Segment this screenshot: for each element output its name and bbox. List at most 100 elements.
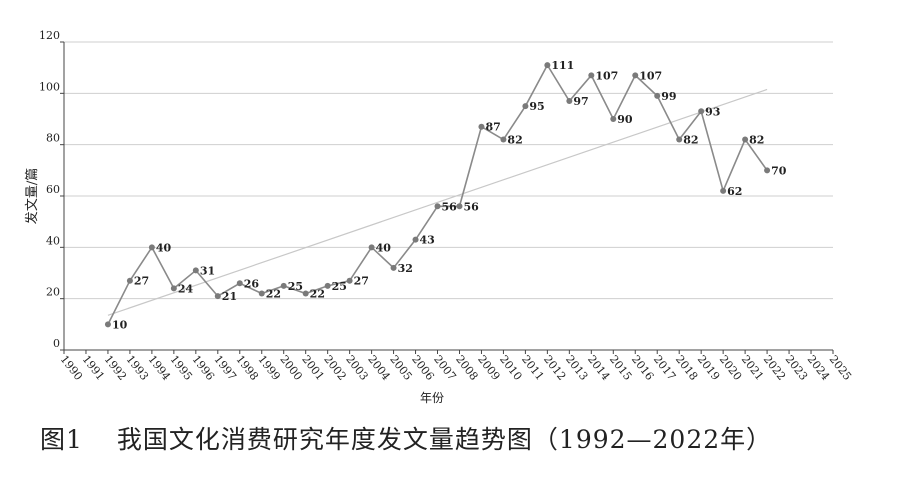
data-label: 40 [156,241,172,254]
x-axis-label: 年份 [420,391,444,405]
x-tick-label: 2023 [783,353,810,383]
x-tick-label: 2018 [673,353,700,383]
x-tick-label: 2000 [277,353,304,383]
data-point [632,72,639,79]
x-tick-label: 1992 [102,353,129,383]
data-label: 27 [354,275,369,288]
data-label: 26 [244,277,260,290]
data-point [720,187,727,194]
data-label: 40 [376,241,392,254]
x-tick-label: 2016 [629,353,656,383]
y-axis-label: 发文量/篇 [24,168,40,224]
x-tick-label: 2011 [519,353,546,383]
y-tick-label: 0 [53,337,60,350]
data-point [368,244,375,251]
x-tick-label: 2004 [365,353,392,383]
data-label: 31 [200,264,215,277]
data-point [126,277,133,284]
data-label: 22 [266,288,281,301]
data-point [346,277,353,284]
data-point [412,236,419,243]
x-tick-label: 2015 [607,353,634,383]
data-label: 25 [288,280,303,293]
data-point [500,136,507,143]
x-tick-label: 2013 [563,353,590,383]
data-label: 22 [310,288,325,301]
data-label: 70 [771,164,787,177]
data-label: 107 [639,69,662,82]
data-label: 97 [573,95,588,108]
data-point [764,167,771,174]
figure-number: 图1 [40,425,83,454]
x-tick-label: 2006 [409,353,436,383]
figure-title: 我国文化消费研究年度发文量趋势图（1992—2022年） [116,425,773,454]
data-point [654,92,661,99]
data-label: 82 [749,134,764,147]
data-point [390,264,397,271]
y-tick-label: 100 [39,80,60,93]
data-label: 99 [661,90,676,103]
data-point [258,290,265,297]
data-point [104,321,111,328]
data-point [324,282,331,289]
x-tick-label: 2021 [739,353,766,383]
x-tick-label: 2020 [717,353,744,383]
data-label: 82 [683,134,698,147]
x-tick-label: 2009 [475,353,502,383]
data-label: 32 [398,262,413,275]
trend-line [107,88,768,316]
x-tick-label: 1999 [255,353,282,383]
data-label: 56 [463,200,479,213]
x-tick-label: 2008 [453,353,480,383]
data-point [544,62,551,69]
x-tick-label: 2014 [585,353,612,383]
x-tick-label: 2010 [497,353,524,383]
y-tick-labels: 0 20 40 60 80 100 120 [39,29,64,351]
data-point [676,136,683,143]
x-tick-label: 2001 [299,353,326,383]
data-point [192,267,199,274]
data-point [214,293,221,300]
data-point [698,108,705,115]
data-point [522,103,529,110]
x-tick-label: 2003 [343,353,370,383]
x-tick-label: 2022 [761,353,788,383]
series-line [107,63,768,325]
y-tick-label: 60 [46,183,60,196]
x-tick-label: 1993 [124,353,151,383]
data-point [148,244,155,251]
data-point [742,136,749,143]
x-tick-labels: 1990199119921993199419951996199719981999… [58,350,854,383]
y-tick-label: 120 [39,29,60,42]
x-tick-label: 2002 [321,353,348,383]
data-label: 43 [420,234,435,247]
data-labels: 10 27 40 24 31 21 26 22 25 22 25 27 40 32 43 56 56 87 82 95… [112,59,787,331]
data-label: 24 [178,282,194,295]
x-tick-label: 2007 [431,353,458,383]
x-tick-label: 1995 [167,353,194,383]
x-tick-label: 2025 [827,353,854,383]
data-label: 111 [551,59,574,72]
data-label: 56 [442,200,458,213]
x-tick-label: 2024 [805,353,832,383]
x-tick-label: 1996 [189,353,216,383]
x-tick-label: 2005 [387,353,414,383]
x-tick-label: 1997 [211,353,238,383]
data-label: 25 [332,280,347,293]
data-label: 21 [222,290,237,303]
data-point [478,123,485,130]
data-points [104,62,771,328]
y-tick-label: 40 [46,234,60,247]
y-tick-label: 20 [46,286,60,299]
data-label: 62 [727,185,742,198]
data-label: 87 [485,121,500,134]
grid-lines [64,41,833,300]
data-point [302,290,309,297]
x-tick-label: 1998 [233,353,260,383]
x-tick-label: 2019 [695,353,722,383]
x-tick-label: 2012 [541,353,568,383]
data-point [280,282,287,289]
data-point [456,203,463,210]
data-label: 107 [595,69,618,82]
x-tick-label: 1990 [58,353,85,383]
